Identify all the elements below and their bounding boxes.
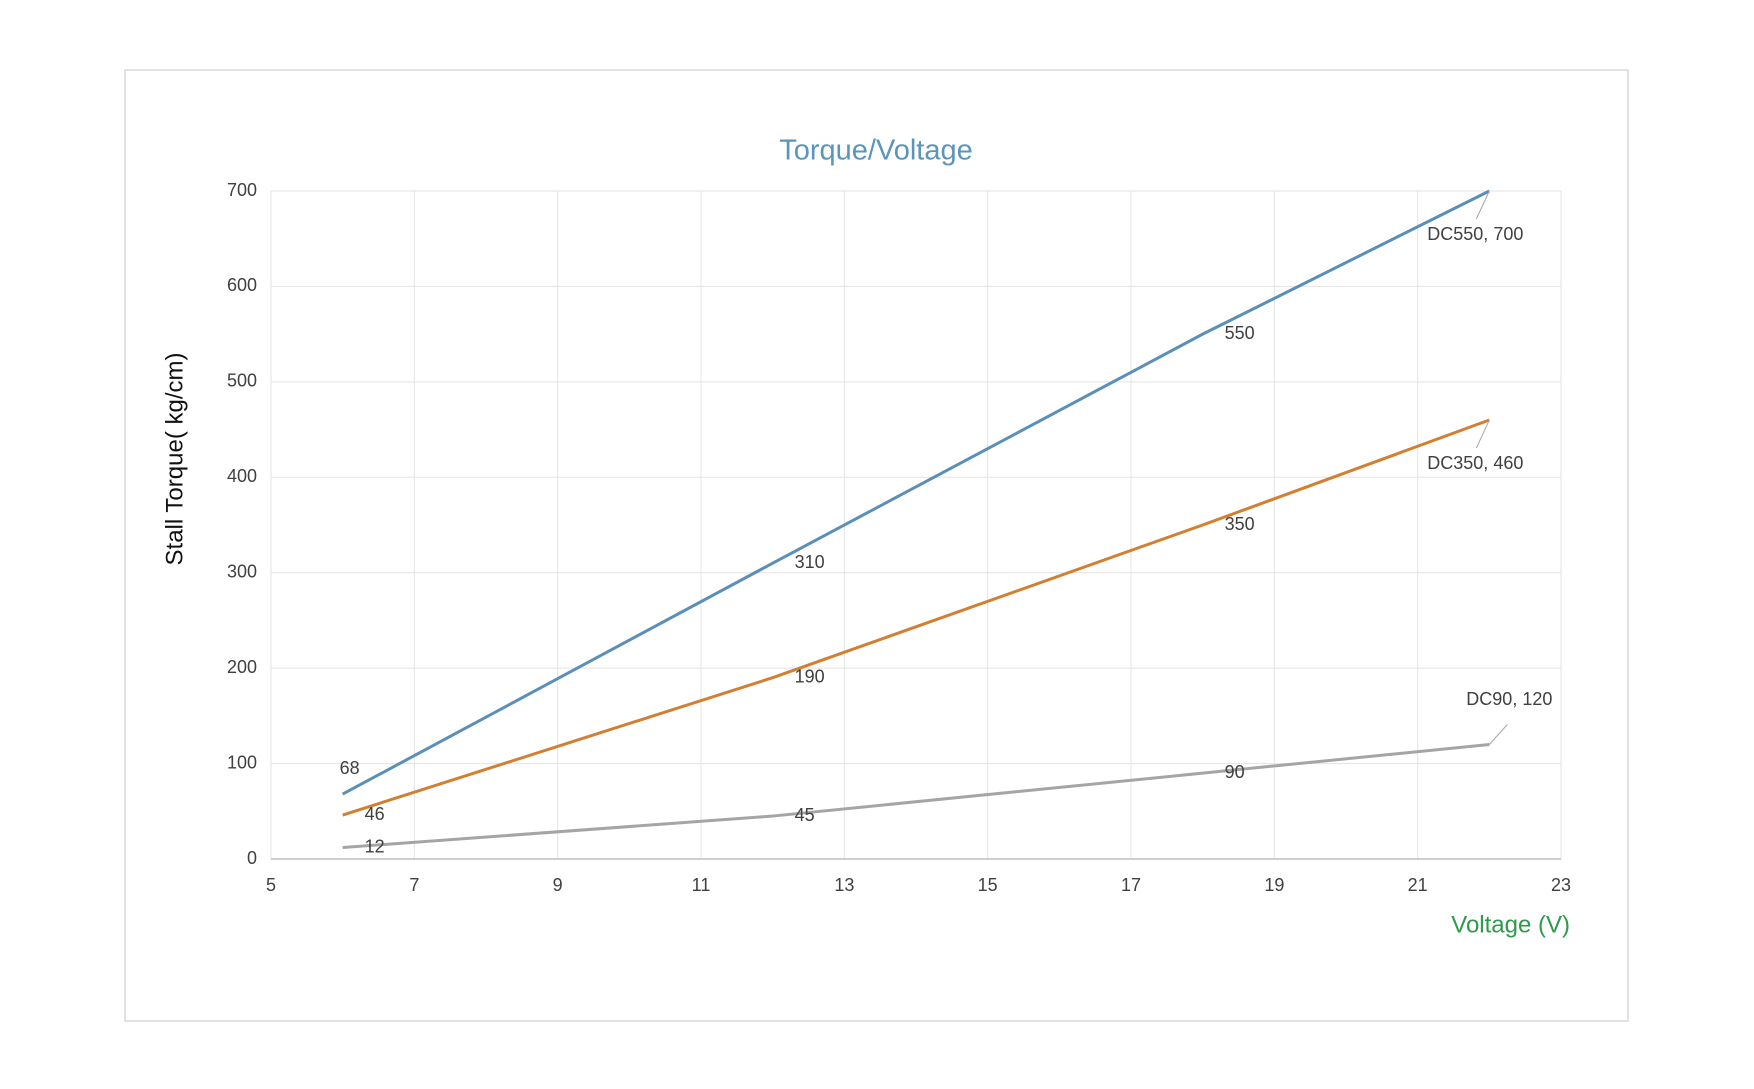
- series-line: [342, 418, 1490, 817]
- data-label: 12: [365, 836, 385, 856]
- leader-line: [1475, 419, 1490, 449]
- x-tick-label: 19: [1264, 875, 1284, 895]
- leader-line: [1475, 190, 1490, 220]
- x-tick-label: 13: [834, 875, 854, 895]
- x-tick-label: 15: [978, 875, 998, 895]
- data-label: 310: [795, 552, 825, 572]
- data-label: 68: [340, 758, 360, 778]
- y-tick-label: 600: [227, 275, 257, 295]
- x-axis-label: Voltage (V): [1451, 911, 1570, 938]
- x-tick-label: 7: [409, 875, 419, 895]
- data-label: DC350, 460: [1427, 453, 1523, 473]
- x-tick-label: 11: [692, 875, 711, 895]
- y-tick-label: 700: [227, 180, 257, 200]
- data-label: 90: [1225, 762, 1245, 782]
- y-axis-label: Stall Torque( kg/cm): [161, 353, 188, 566]
- series-line: [341, 189, 1491, 796]
- y-tick-label: 200: [227, 657, 257, 677]
- y-tick-label: 500: [227, 371, 257, 391]
- data-label: 190: [795, 666, 825, 686]
- data-label: DC90, 120: [1466, 689, 1552, 709]
- y-tick-label: 100: [227, 752, 257, 772]
- x-tick-label: 21: [1408, 875, 1428, 895]
- data-label: 550: [1225, 323, 1255, 343]
- data-label: 45: [795, 805, 815, 825]
- data-label: 350: [1225, 514, 1255, 534]
- x-tick-label: 17: [1121, 875, 1141, 895]
- x-tick-label: 9: [553, 875, 563, 895]
- chart-frame: [124, 69, 1629, 1022]
- data-label: 46: [365, 804, 385, 824]
- y-tick-label: 400: [227, 466, 257, 486]
- chart-title: Torque/Voltage: [779, 135, 972, 167]
- series-line: [342, 742, 1490, 850]
- y-tick-label: 300: [227, 561, 257, 581]
- x-tick-label: 23: [1551, 875, 1571, 895]
- x-tick-label: 5: [266, 875, 276, 895]
- y-tick-label: 0: [247, 848, 257, 868]
- leader-line: [1488, 724, 1508, 745]
- data-label: DC550, 700: [1427, 224, 1523, 244]
